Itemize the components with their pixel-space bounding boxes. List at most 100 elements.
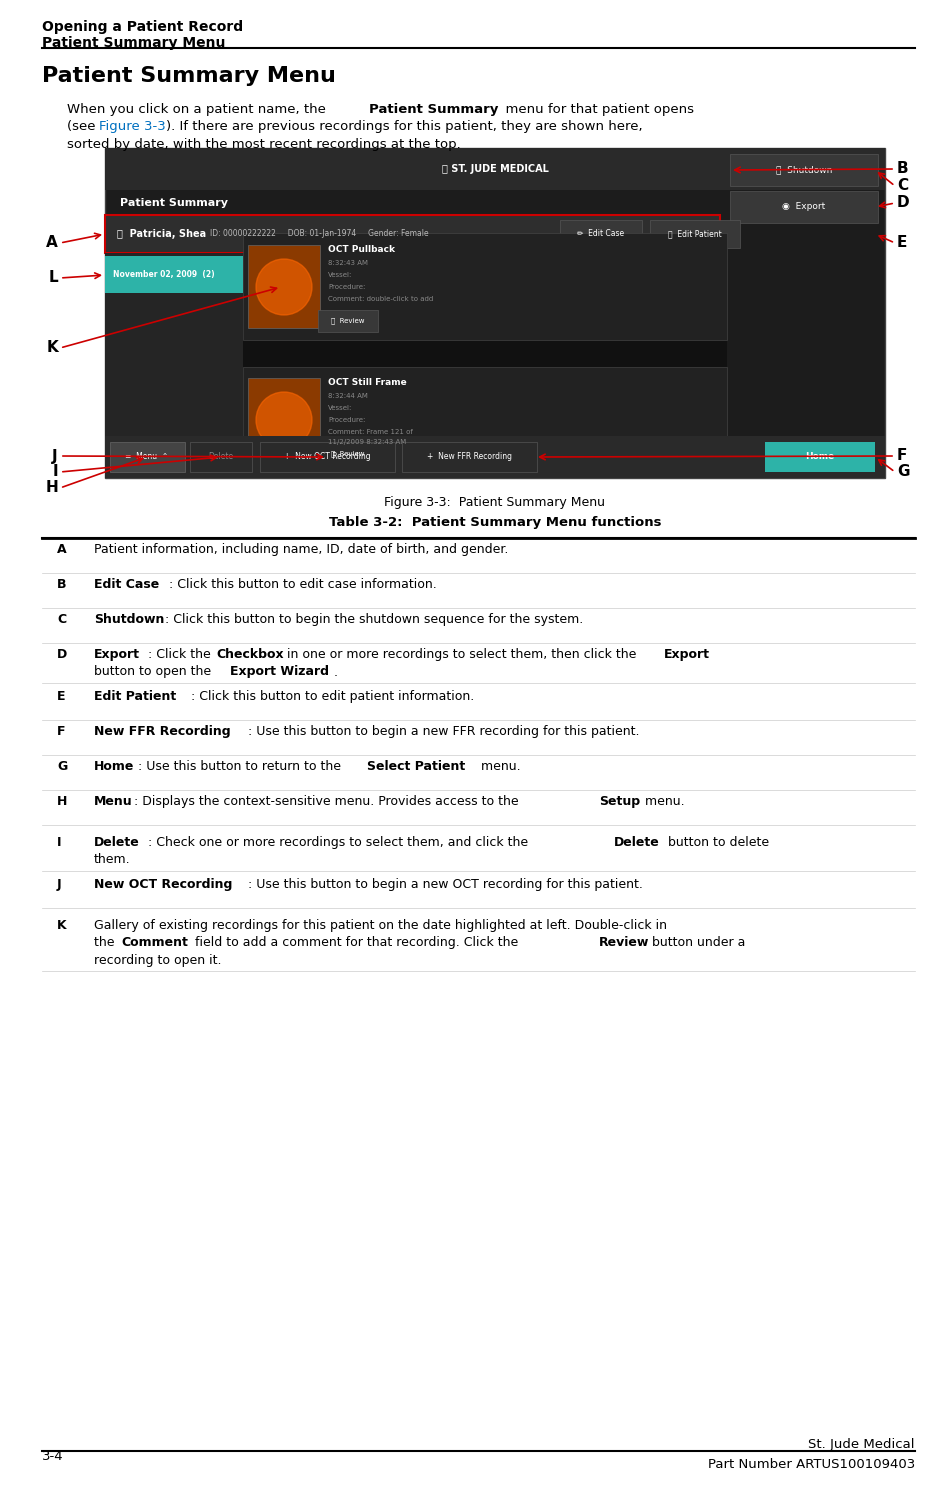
Text: .: .	[333, 665, 338, 679]
Text: D: D	[57, 648, 67, 661]
Bar	[110, 442, 185, 472]
Text: : Check one or more recordings to select them, and click the: : Check one or more recordings to select…	[143, 835, 531, 849]
Text: St. Jude Medical: St. Jude Medical	[808, 1439, 914, 1451]
Text: menu for that patient opens: menu for that patient opens	[497, 103, 693, 116]
Bar	[318, 311, 378, 332]
Text: New FFR Recording: New FFR Recording	[93, 725, 230, 737]
Text: Comment: double-click to add: Comment: double-click to add	[328, 296, 432, 302]
Text: I: I	[57, 835, 61, 849]
Text: OCT Pullback: OCT Pullback	[328, 244, 395, 253]
Text: Setup: Setup	[598, 795, 639, 808]
Text: in one or more recordings to select them, then click the: in one or more recordings to select them…	[282, 648, 640, 661]
Bar	[318, 443, 378, 464]
Text: Shutdown: Shutdown	[93, 612, 164, 626]
Text: 3-4: 3-4	[42, 1451, 63, 1463]
Bar	[729, 192, 877, 223]
Text: : Use this button to begin a new OCT recording for this patient.: : Use this button to begin a new OCT rec…	[244, 878, 642, 891]
Text: ID: 00000222222     DOB: 01-Jan-1974     Gender: Female: ID: 00000222222 DOB: 01-Jan-1974 Gender:…	[210, 229, 429, 238]
Bar	[247, 244, 320, 329]
Text: : Click this button to edit patient information.: : Click this button to edit patient info…	[187, 691, 474, 703]
Text: J: J	[57, 878, 61, 891]
Text: Patient Summary: Patient Summary	[368, 103, 497, 116]
Text: Edit Case: Edit Case	[93, 578, 160, 591]
Text: Home: Home	[804, 452, 834, 461]
Text: OCT Still Frame: OCT Still Frame	[328, 379, 406, 388]
Text: Edit Patient: Edit Patient	[93, 691, 177, 703]
Text: E: E	[896, 235, 906, 250]
Circle shape	[256, 392, 312, 448]
Text: (see: (see	[67, 121, 100, 134]
Text: ⏻  Shutdown: ⏻ Shutdown	[775, 166, 832, 175]
Text: Procedure:: Procedure:	[328, 284, 365, 290]
Text: K: K	[46, 341, 58, 356]
Text: button to delete: button to delete	[664, 835, 768, 849]
Text: +  New OCT Recording: + New OCT Recording	[283, 452, 370, 461]
Text: : Click the: : Click the	[143, 648, 214, 661]
Text: When you click on a patient name, the: When you click on a patient name, the	[67, 103, 329, 116]
Text: Patient Summary Menu: Patient Summary Menu	[42, 36, 225, 50]
Text: Vessel:: Vessel:	[328, 271, 352, 277]
Text: G: G	[896, 464, 908, 480]
Text: C: C	[57, 612, 66, 626]
Text: Patient Summary: Patient Summary	[120, 198, 228, 208]
Text: H: H	[45, 481, 58, 496]
Text: 8:32:43 AM: 8:32:43 AM	[328, 259, 367, 265]
Text: the: the	[93, 936, 118, 950]
Text: ≡  Menu  ⌃: ≡ Menu ⌃	[126, 452, 168, 461]
Text: field to add a comment for that recording. Click the: field to add a comment for that recordin…	[191, 936, 522, 950]
Text: F: F	[896, 448, 906, 463]
Bar	[765, 442, 874, 472]
Text: D: D	[896, 196, 909, 211]
Text: E: E	[57, 691, 65, 703]
Text: Patient Summary Menu: Patient Summary Menu	[42, 66, 335, 86]
Text: ). If there are previous recordings for this patient, they are shown here,: ). If there are previous recordings for …	[166, 121, 642, 134]
Text: ◉  Export: ◉ Export	[782, 202, 825, 211]
Bar	[243, 234, 726, 339]
Text: C: C	[896, 178, 907, 193]
Text: +  New FFR Recording: + New FFR Recording	[426, 452, 511, 461]
Bar	[649, 220, 739, 247]
Bar	[243, 253, 726, 478]
Bar	[105, 253, 243, 478]
Text: New OCT Recording: New OCT Recording	[93, 878, 232, 891]
Text: Figure 3-3: Figure 3-3	[99, 121, 165, 134]
Text: 🔍  Review: 🔍 Review	[331, 451, 364, 457]
Text: A: A	[57, 543, 67, 556]
Text: Table 3-2:  Patient Summary Menu functions: Table 3-2: Patient Summary Menu function…	[329, 516, 661, 529]
Text: Menu: Menu	[93, 795, 132, 808]
Text: November 02, 2009  (2): November 02, 2009 (2)	[113, 270, 214, 279]
Text: Export: Export	[93, 648, 140, 661]
Text: I: I	[52, 464, 58, 480]
Text: J: J	[52, 448, 58, 463]
Text: K: K	[57, 918, 67, 932]
Text: Review: Review	[598, 936, 649, 950]
Text: recording to open it.: recording to open it.	[93, 955, 221, 967]
Text: B: B	[896, 161, 908, 176]
Text: Figure 3-3:  Patient Summary Menu: Figure 3-3: Patient Summary Menu	[384, 496, 605, 510]
Text: 👤  Patricia, Shea: 👤 Patricia, Shea	[117, 229, 206, 238]
Bar	[260, 442, 395, 472]
Text: A: A	[46, 235, 58, 250]
Text: 8:32:44 AM: 8:32:44 AM	[328, 394, 367, 400]
Text: Comment: Frame 121 of: Comment: Frame 121 of	[328, 428, 413, 434]
Bar	[560, 220, 641, 247]
Text: : Use this button to begin a new FFR recording for this patient.: : Use this button to begin a new FFR rec…	[244, 725, 639, 737]
Bar	[190, 442, 252, 472]
Text: ⬛ ST. JUDE MEDICAL: ⬛ ST. JUDE MEDICAL	[441, 164, 548, 173]
Bar	[247, 379, 320, 461]
Text: button to open the: button to open the	[93, 665, 215, 679]
Text: ✏  Edit Case: ✏ Edit Case	[577, 229, 624, 238]
Text: 🔍  Review: 🔍 Review	[331, 318, 364, 324]
Bar	[729, 154, 877, 185]
Text: L: L	[48, 270, 58, 285]
Text: G: G	[57, 760, 67, 774]
Bar	[105, 436, 885, 478]
Text: Vessel:: Vessel:	[328, 406, 352, 412]
Text: : Click this button to edit case information.: : Click this button to edit case informa…	[165, 578, 436, 591]
Text: 11/2/2009 8:32:43 AM: 11/2/2009 8:32:43 AM	[328, 439, 406, 445]
Text: Checkbox: Checkbox	[216, 648, 283, 661]
Text: Gallery of existing recordings for this patient on the date highlighted at left.: Gallery of existing recordings for this …	[93, 918, 666, 932]
Text: : Click this button to begin the shutdown sequence for the system.: : Click this button to begin the shutdow…	[160, 612, 582, 626]
Text: Part Number ARTUS100109403: Part Number ARTUS100109403	[707, 1458, 914, 1470]
Text: Delete: Delete	[93, 835, 140, 849]
